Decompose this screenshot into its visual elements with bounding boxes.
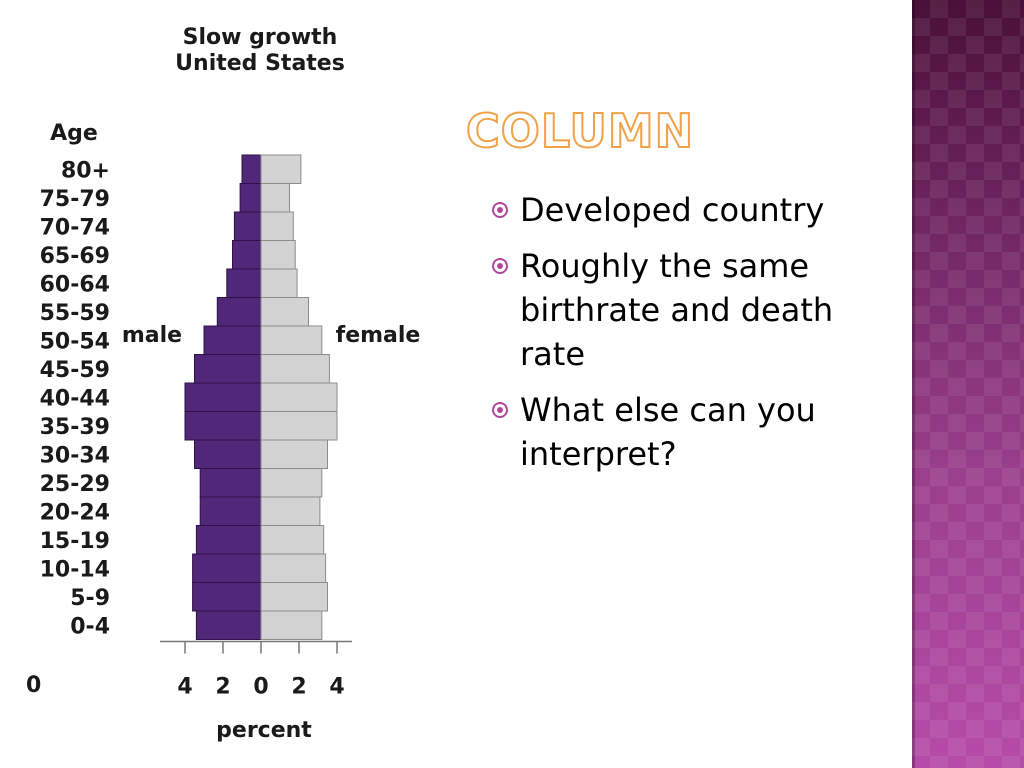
bullet-text: Roughly the same birthrate and death rat… [520, 247, 834, 373]
x-tick-label-4: 4 [329, 675, 344, 700]
side-band-pattern [912, 0, 1024, 768]
male-label: male [122, 323, 182, 348]
decorative-side-band [912, 0, 1024, 768]
bar-female-10-14 [260, 553, 327, 583]
bar-male-5-9 [192, 582, 262, 612]
bar-female-0-4 [260, 610, 323, 640]
population-pyramid-chart: Slow growth United States Age male femal… [26, 25, 421, 743]
age-label-65-69: 65-69 [40, 244, 110, 269]
bullet-circle-icon [492, 202, 508, 218]
bar-female-5-9 [260, 582, 328, 612]
bar-female-70-74 [260, 211, 294, 241]
x-tick-label--2: 2 [215, 675, 230, 700]
female-label: female [336, 323, 421, 348]
age-label-45-59: 45-59 [40, 358, 110, 383]
bullet-text: What else can you interpret? [520, 391, 816, 473]
bullet-item: What else can you interpret? [490, 388, 890, 476]
bar-female-15-19 [260, 525, 325, 555]
bar-female-20-24 [260, 496, 321, 526]
bar-female-35-39 [260, 411, 338, 441]
bar-male-35-39 [184, 411, 262, 441]
age-label-60-64: 60-64 [40, 272, 110, 297]
bar-female-40-44 [260, 382, 338, 412]
bar-male-30-34 [194, 439, 262, 469]
bar-male-55-59 [216, 297, 262, 327]
bar-male-60-64 [226, 268, 262, 298]
bar-male-45-59 [194, 354, 262, 384]
bar-female-25-29 [260, 468, 323, 498]
bar-female-50-54 [260, 325, 323, 355]
bar-female-75-79 [260, 183, 290, 213]
age-label-5-9: 5-9 [70, 586, 110, 611]
bullet-item: Roughly the same birthrate and death rat… [490, 244, 890, 376]
age-label-40-44: 40-44 [40, 386, 110, 411]
age-label-70-74: 70-74 [40, 215, 110, 240]
age-label-35-39: 35-39 [40, 415, 110, 440]
bar-female-65-69 [260, 240, 296, 270]
bar-male-75-79 [239, 183, 262, 213]
bullet-list: Developed country Roughly the same birth… [490, 188, 890, 488]
bullet-circle-icon [492, 402, 508, 418]
chart-title-line-2: United States [175, 51, 345, 76]
age-label-20-24: 20-24 [40, 500, 110, 525]
bullet-item: Developed country [490, 188, 890, 232]
age-label-80+: 80+ [61, 158, 110, 183]
bar-male-40-44 [184, 382, 262, 412]
side-band-edge [912, 0, 915, 768]
age-label-0-4: 0-4 [70, 614, 110, 639]
x-tick-label-2: 2 [291, 675, 306, 700]
bullet-text: Developed country [520, 191, 825, 229]
x-axis-label: percent [216, 718, 312, 743]
bar-male-70-74 [233, 211, 262, 241]
age-label-25-29: 25-29 [40, 472, 110, 497]
bar-female-30-34 [260, 439, 328, 469]
x-tick-label-0: 0 [253, 675, 268, 700]
bar-female-60-64 [260, 268, 298, 298]
bullet-circle-icon [492, 258, 508, 274]
chart-title-line-1: Slow growth [183, 25, 338, 50]
bar-male-80+ [241, 154, 262, 184]
age-tick-labels: 80+ 75-79 70-74 65-69 60-64 55-59 50-54 45-59 40… [40, 158, 110, 639]
age-label-10-14: 10-14 [40, 557, 110, 582]
slide-title: COLUMN [465, 103, 695, 159]
age-label-50-54: 50-54 [40, 329, 110, 354]
bar-male-15-19 [195, 525, 262, 555]
bars [184, 154, 338, 640]
bar-male-10-14 [192, 553, 262, 583]
age-label-30-34: 30-34 [40, 443, 110, 468]
bar-male-50-54 [203, 325, 262, 355]
bar-female-80+ [260, 154, 302, 184]
age-label-15-19: 15-19 [40, 529, 110, 554]
age-label-55-59: 55-59 [40, 301, 110, 326]
bar-male-20-24 [199, 496, 262, 526]
bar-female-55-59 [260, 297, 309, 327]
chart-title: Slow growth United States [175, 25, 345, 76]
y-axis-label: Age [50, 121, 98, 146]
x-tick-label--4: 4 [177, 675, 192, 700]
bar-male-0-4 [195, 610, 262, 640]
cut-off-tick-label: 0 [26, 673, 41, 698]
age-label-75-79: 75-79 [40, 187, 110, 212]
bar-male-65-69 [232, 240, 262, 270]
bar-female-45-59 [260, 354, 330, 384]
bar-male-25-29 [199, 468, 262, 498]
